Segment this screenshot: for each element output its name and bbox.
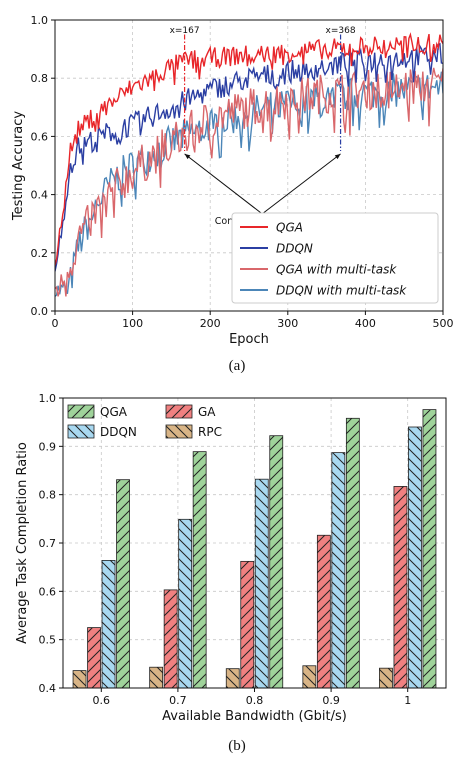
x-tick-label: 1: [404, 694, 411, 707]
x-axis-label: Available Bandwidth (Gbit/s): [162, 709, 347, 724]
legend-label: DDQN: [276, 242, 313, 256]
bar-qga-0.8-hatch: [269, 435, 284, 689]
y-tick-label: 0.2: [31, 247, 49, 260]
x-tick-label: 0: [52, 317, 59, 330]
y-tick-label: 0.6: [31, 130, 49, 143]
bar-qga-0.6-hatch: [116, 479, 130, 689]
bar-rpc-0.6-hatch: [72, 670, 87, 689]
arrow-to-x368-head: [334, 153, 341, 160]
legend-label: QGA with multi-task: [276, 263, 397, 277]
x-axis-label: Epoch: [229, 332, 269, 347]
y-tick-label: 0.4: [39, 682, 57, 695]
axes-frame: [54, 19, 444, 312]
legend-label-qga: QGA: [100, 405, 128, 419]
y-tick-label: 1.0: [39, 392, 57, 405]
y-axis-label: Testing Accuracy: [11, 111, 26, 221]
bar-ga-0.9-hatch: [316, 534, 331, 689]
x-tick-label: 500: [433, 317, 454, 330]
series-line-ddqn: [55, 42, 443, 272]
bar-rpc-0.8-hatch: [225, 668, 240, 689]
bar-qga-0.9-hatch: [345, 417, 360, 689]
bar-ddqn-0.7-hatch: [178, 518, 193, 689]
series-lines: [55, 32, 443, 297]
legend-label: QGA: [276, 221, 303, 235]
y-tick-label: 0.8: [39, 489, 57, 502]
y-tick-label: 1.0: [31, 14, 49, 27]
y-tick-label: 0.0: [31, 305, 49, 318]
bar-ga-1-hatch: [393, 486, 408, 689]
bar-ddqn-0.8-hatch: [254, 478, 269, 689]
y-tick-label: 0.7: [39, 537, 57, 550]
y-tick-label: 0.4: [31, 189, 49, 202]
x-tick-label: 300: [277, 317, 298, 330]
arrow-to-x368: [261, 153, 341, 215]
x-tick-label: 0.7: [169, 694, 187, 707]
x-tick-label: 100: [122, 317, 143, 330]
bar-ddqn-1-hatch: [408, 426, 422, 689]
legend-label-rpc: RPC: [198, 425, 222, 439]
y-tick-label: 0.8: [31, 72, 49, 85]
legend-label: DDQN with multi-task: [276, 284, 407, 298]
legend-swatch-hatch: [67, 404, 95, 419]
caption-b: (b): [228, 738, 246, 754]
legend-label-ddqn: DDQN: [100, 425, 137, 439]
bar-ga-0.6-hatch: [87, 627, 101, 689]
annotation-x368: x=368: [326, 26, 356, 36]
y-tick-label: 0.6: [39, 585, 57, 598]
arrow-to-x167-head: [184, 153, 191, 160]
series-line-qga-with-multi-task: [55, 67, 443, 297]
annotation-x167: x=167: [170, 26, 200, 36]
legend-box: [231, 212, 439, 304]
arrow-to-x167: [184, 153, 263, 215]
x-tick-label: 0.9: [322, 694, 340, 707]
legend-swatch-hatch: [165, 404, 193, 419]
y-tick-label: 0.5: [39, 634, 57, 647]
caption-a: (a): [228, 358, 246, 374]
bar-ddqn-0.9-hatch: [331, 452, 346, 689]
x-tick-label: 0.6: [93, 694, 111, 707]
bar-qga-0.7-hatch: [192, 451, 207, 689]
legend-label-ga: GA: [198, 405, 216, 419]
bar-rpc-0.9-hatch: [302, 665, 317, 689]
legend-swatch-hatch: [165, 424, 193, 439]
x-tick-label: 200: [200, 317, 221, 330]
bar-ga-0.7-hatch: [163, 589, 178, 689]
bar-qga-1-hatch: [422, 409, 437, 689]
y-tick-label: 0.9: [39, 440, 57, 453]
bar-chart-panel-b: 0.6 0.7 0.8 0.9 1 0.4 0.5 0.6 0.7 0.8 0.9 1.0 Availa…: [15, 392, 447, 724]
legend-swatch-hatch: [67, 424, 95, 439]
bar-ddqn-0.6-hatch: [101, 560, 116, 689]
series-line-qga: [55, 32, 443, 266]
x-tick-label: 400: [355, 317, 376, 330]
bar-rpc-1-hatch: [379, 667, 393, 689]
bar-ga-0.8-hatch: [240, 560, 255, 689]
y-axis-label: Average Task Completion Ratio: [15, 442, 30, 644]
x-tick-label: 0.8: [246, 694, 264, 707]
bar-rpc-0.7-hatch: [149, 666, 164, 689]
series-line-ddqn-with-multi-task: [55, 71, 443, 297]
